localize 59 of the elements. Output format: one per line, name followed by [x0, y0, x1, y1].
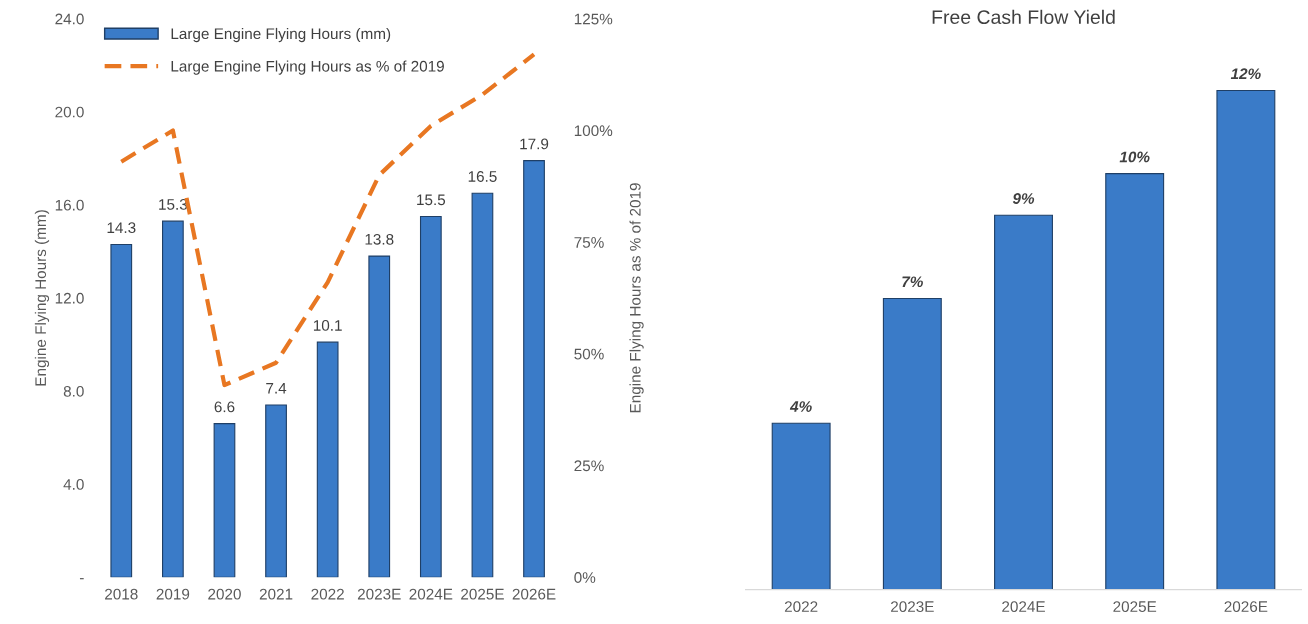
x-tick-label: 2019: [156, 588, 190, 600]
data-label: 16.5: [468, 171, 497, 182]
data-label: 7.4: [266, 382, 287, 394]
x-tick-label: 2022: [311, 588, 344, 600]
bar: [1105, 173, 1165, 590]
y-tick-label: 24.0: [55, 13, 84, 25]
y-tick-label: 4.0: [63, 478, 84, 490]
y2-tick-label: 25%: [574, 460, 604, 472]
x-tick-label: 2023E: [357, 588, 401, 600]
bar: [110, 243, 133, 578]
bar: [265, 404, 287, 578]
x-tick-label: 2022: [784, 601, 818, 613]
data-label: 17.9: [520, 138, 549, 150]
data-label: 9%: [1012, 193, 1035, 204]
y-tick-label: 12.0: [55, 292, 84, 304]
y-axis-title: Engine Flying Hours (mm): [34, 210, 50, 386]
y-tick-label: 8.0: [63, 385, 84, 397]
x-tick-label: 2023E: [891, 601, 934, 613]
data-label: 4%: [789, 401, 812, 412]
x-tick-label: 2021: [259, 588, 293, 600]
y2-axis-title: Engine Flying Hours as % of 2019: [629, 183, 644, 413]
bar: [771, 422, 831, 590]
x-tick-label: 2025E: [1113, 601, 1157, 613]
y2-tick-label: 125%: [574, 13, 613, 25]
y2-tick-label: 0%: [574, 572, 596, 583]
data-label: 7%: [902, 276, 923, 288]
data-label: 13.8: [365, 233, 394, 245]
chart-title: Free Cash Flow Yield: [932, 9, 1115, 25]
bar: [882, 297, 942, 590]
bar: [368, 255, 391, 578]
y2-tick-label: 50%: [574, 348, 604, 360]
y-tick-label: -: [79, 578, 84, 580]
legend-label: Large Engine Flying Hours (mm): [171, 27, 391, 43]
data-label: 10%: [1119, 151, 1150, 163]
y2-tick-label: 75%: [574, 237, 604, 248]
y-tick-label: 16.0: [55, 199, 84, 211]
bar: [994, 214, 1053, 590]
bar: [162, 220, 184, 578]
x-tick-label: 2026E: [512, 588, 556, 600]
bar: [316, 341, 339, 578]
x-tick-label: 2026E: [1224, 601, 1268, 613]
data-label: 6.6: [214, 401, 235, 413]
data-label: 12%: [1230, 68, 1261, 80]
bar: [523, 160, 545, 578]
legend-label: Large Engine Flying Hours as % of 2019: [171, 60, 444, 75]
x-tick-label: 2025E: [461, 588, 504, 600]
data-label: 10.1: [313, 320, 342, 331]
x-tick-label: 2024E: [1002, 601, 1045, 613]
bar: [1216, 89, 1276, 590]
bar: [213, 423, 236, 578]
x-tick-label: 2024E: [409, 588, 453, 600]
x-tick-label: 2020: [208, 588, 241, 600]
bar: [419, 215, 442, 578]
x-tick-label: 2018: [105, 588, 138, 600]
y2-tick-label: 100%: [574, 125, 613, 137]
y-tick-label: 20.0: [55, 106, 84, 118]
bar: [471, 192, 494, 578]
data-label: 15.5: [417, 194, 446, 206]
data-label: 14.3: [107, 222, 136, 234]
